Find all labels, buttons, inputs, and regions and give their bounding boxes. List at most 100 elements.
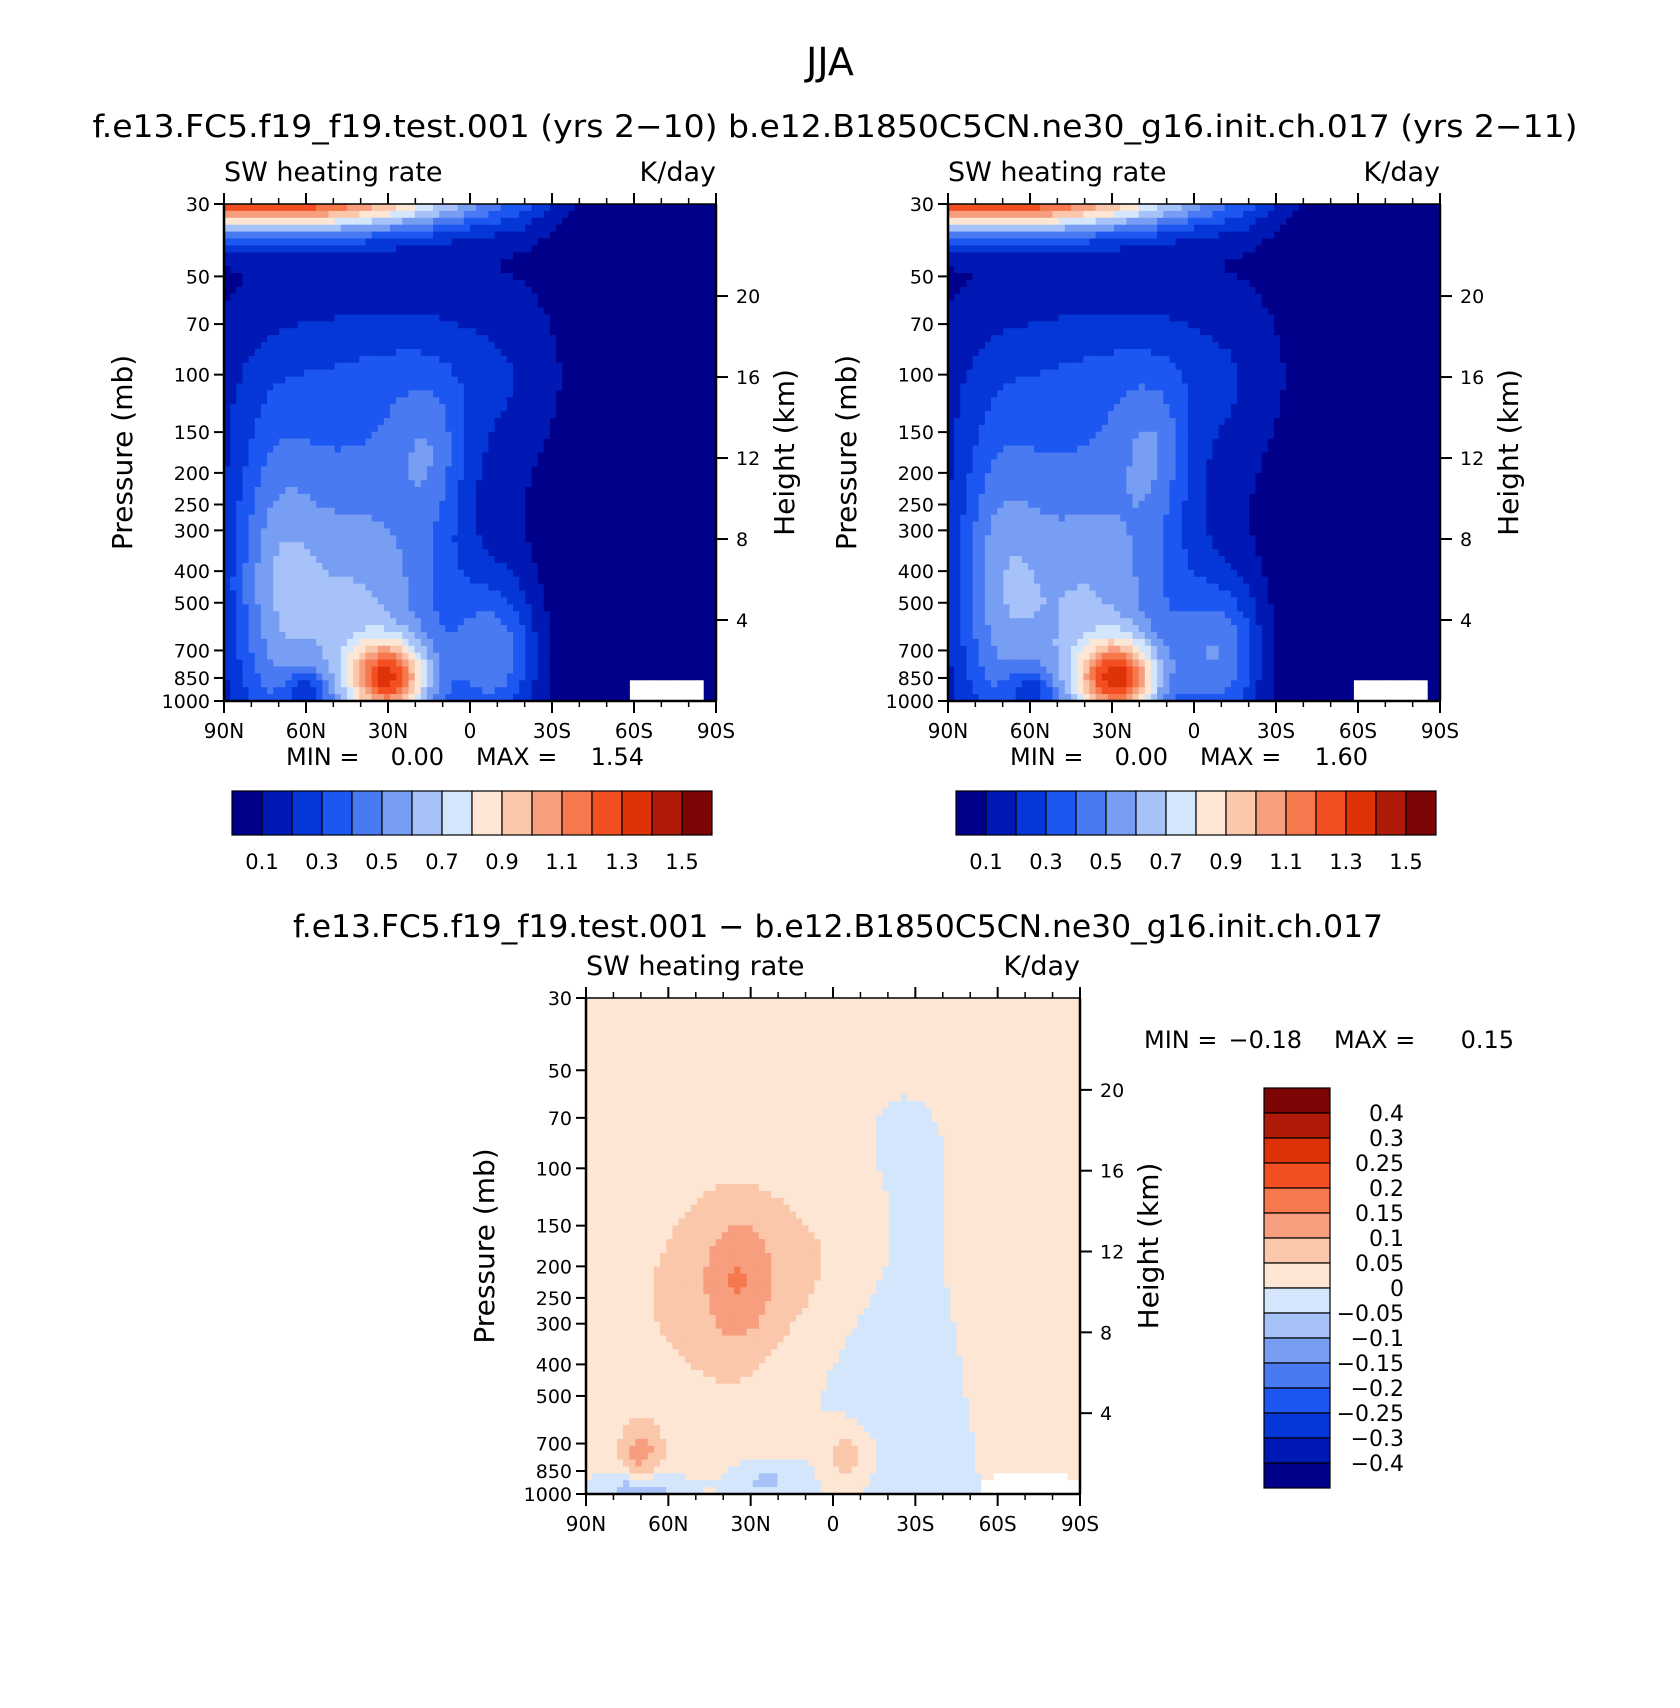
heatmap-cell [316,321,323,329]
heatmap-cell [322,487,330,495]
heatmap-cell [248,266,256,274]
heatmap-cell [648,431,656,440]
heatmap-cell [267,625,274,633]
heatmap-cell [574,521,582,530]
heatmap-cell [254,480,262,488]
heatmap-cell [402,321,410,329]
heatmap-cell [285,369,293,378]
heatmap-cell [230,321,237,329]
heatmap-cell [543,279,551,288]
heatmap-cell [679,348,686,357]
heatmap-cell [371,459,379,467]
heatmap-cell [537,376,545,385]
heatmap-cell [660,383,668,391]
heatmap-cell [574,597,582,605]
heatmap-cell [279,514,287,523]
heatmap-cell [236,273,244,281]
heatmap-cell [334,224,342,233]
heatmap-cell [408,583,416,592]
heatmap-cell [580,493,588,502]
heatmap-cell [224,321,231,329]
heatmap-cell [679,473,686,481]
heatmap-cell [703,611,711,619]
heatmap-cell [224,611,231,619]
heatmap-cell [230,411,237,419]
heatmap-cell [359,259,367,267]
heatmap-cell [636,528,643,536]
heatmap-cell [629,266,637,274]
heatmap-cell [426,487,434,495]
heatmap-cell [488,452,496,460]
heatmap-cell [260,556,268,564]
heatmap-cell [488,204,496,212]
heatmap-cell [334,625,342,633]
heatmap-cell [494,459,502,467]
heatmap-cell [636,549,643,557]
heatmap-cell [697,535,705,543]
heatmap-cell [254,362,262,371]
heatmap-cell [562,549,569,557]
heatmap-cell [525,411,533,419]
heatmap-cell [660,259,668,267]
heatmap-cell [279,286,287,295]
heatmap-cell [685,369,692,378]
heatmap-cell [310,597,317,605]
heatmap-cell [506,549,514,557]
heatmap-cell [433,535,440,543]
heatmap-cell [709,480,716,488]
heatmap-cell [556,411,563,419]
heatmap-cell [574,279,582,288]
heatmap-cell [599,404,606,412]
heatmap-cell [617,480,625,488]
heatmap-cell [537,549,545,557]
heatmap-cell [703,383,711,391]
heatmap-cell [488,459,496,467]
heatmap-cell [457,259,465,267]
heatmap-cell [408,542,416,550]
heatmap-cell [297,328,305,336]
heatmap-cell [451,556,459,564]
heatmap-cell [506,238,514,247]
heatmap-cell [482,383,490,391]
heatmap-cell [617,583,625,592]
heatmap-cell [556,618,563,626]
heatmap-cell [408,224,416,233]
heatmap-cell [494,286,502,295]
heatmap-cell [457,514,465,523]
heatmap-cell [697,404,705,412]
heatmap-cell [322,231,330,240]
heatmap-cell [322,631,330,640]
heatmap-cell [636,431,643,440]
heatmap-cell [445,397,453,405]
heatmap-cell [291,335,299,343]
heatmap-cell [414,528,422,536]
heatmap-cell [654,507,662,516]
heatmap-cell [660,314,668,322]
heatmap-cell [500,466,508,474]
heatmap-cell [574,452,582,460]
heatmap-cell [285,549,293,557]
heatmap-cell [494,383,502,391]
heatmap-cell [242,459,250,467]
heatmap-cell [463,424,471,433]
heatmap-cell [537,231,545,240]
heatmap-cell [236,452,244,460]
heatmap-cell [445,245,453,253]
heatmap-cell [470,369,477,378]
heatmap-cell [519,245,526,253]
heatmap-cell [672,473,680,481]
heatmap-cell [230,569,237,578]
heatmap-cell [574,273,582,281]
heatmap-cell [470,535,477,543]
heatmap-cell [537,583,545,592]
heatmap-cell [580,521,588,530]
heatmap-cell [513,576,520,585]
heatmap-cell [371,493,379,502]
heatmap-cell [285,321,293,329]
heatmap-cell [426,535,434,543]
heatmap-cell [654,348,662,357]
heatmap-cell [340,238,348,247]
heatmap-cell [316,480,323,488]
heatmap-cell [703,480,711,488]
heatmap-cell [248,369,256,378]
